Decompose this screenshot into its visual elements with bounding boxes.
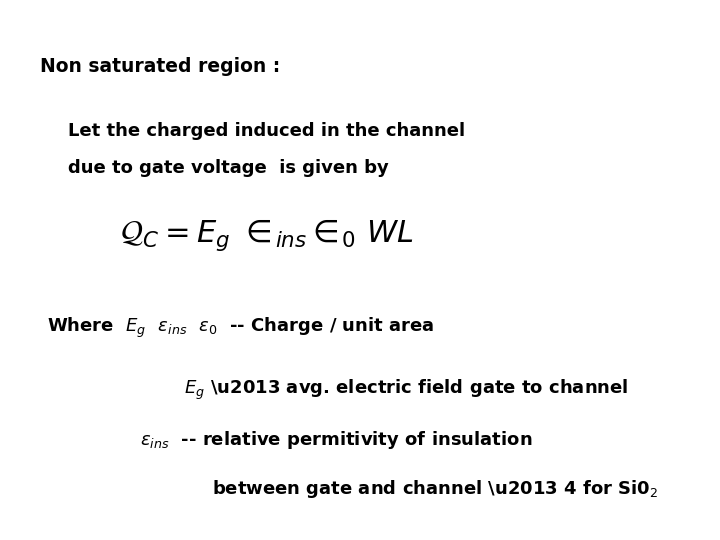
Text: $\mathcal{Q}_C = E_g \ \in_{\!ins} \in_{\!0} \ \mathit{WL}$: $\mathcal{Q}_C = E_g \ \in_{\!ins} \in_{…	[120, 217, 413, 253]
Text: $\varepsilon_{ins}$  -- relative permitivity of insulation: $\varepsilon_{ins}$ -- relative permitiv…	[140, 429, 533, 451]
Text: Where  $E_g$  $\varepsilon_{ins}$  $\varepsilon_0$  -- Charge / unit area: Where $E_g$ $\varepsilon_{ins}$ $\vareps…	[47, 316, 434, 340]
Text: due to gate voltage  is given by: due to gate voltage is given by	[68, 159, 389, 177]
Text: $E_g$ \u2013 avg. electric field gate to channel: $E_g$ \u2013 avg. electric field gate to…	[184, 378, 628, 402]
Text: between gate and channel \u2013 4 for Si0$_2$: between gate and channel \u2013 4 for Si…	[212, 478, 659, 500]
Text: Let the charged induced in the channel: Let the charged induced in the channel	[68, 122, 466, 139]
Text: Non saturated region :: Non saturated region :	[40, 57, 280, 76]
